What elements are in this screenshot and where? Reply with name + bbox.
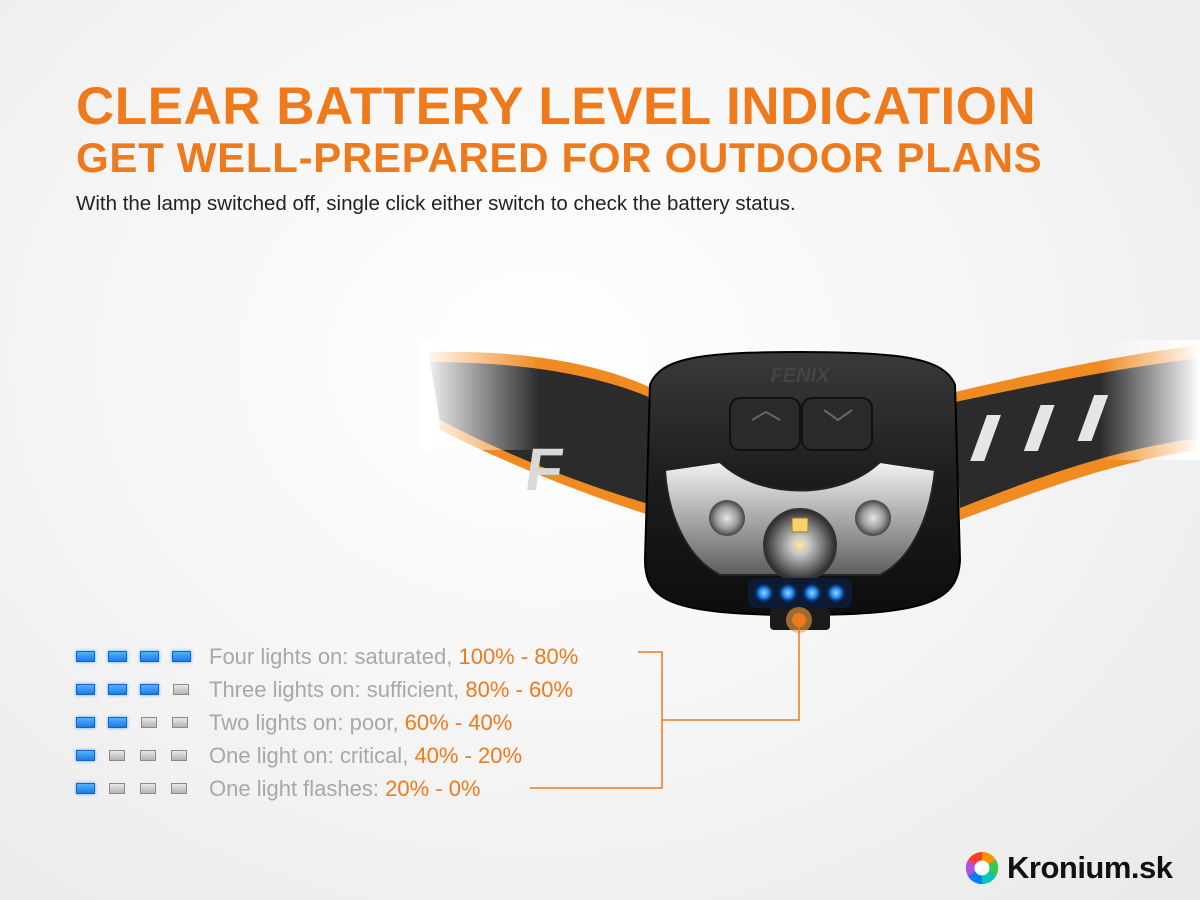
led-on-icon xyxy=(140,651,159,662)
led-off-icon xyxy=(109,783,125,794)
led-flashing-icon xyxy=(76,783,95,794)
led-on-icon xyxy=(108,684,127,695)
page-subtitle-heading: GET WELL-PREPARED FOR OUTDOOR PLANS xyxy=(76,134,1043,181)
led-on-icon xyxy=(76,684,95,695)
led-squares xyxy=(76,651,195,662)
legend-row: Three lights on: sufficient, 80% - 60% xyxy=(76,673,676,706)
legend-row: One light flashes: 20% - 0% xyxy=(76,772,676,805)
led-on-icon xyxy=(108,651,127,662)
led-off-icon xyxy=(140,783,156,794)
battery-indicator-leds xyxy=(754,583,846,603)
led-on-icon xyxy=(140,684,159,695)
headband-left: F xyxy=(420,340,665,520)
led-squares xyxy=(76,783,195,794)
led-squares xyxy=(76,750,195,761)
watermark: Kronium.sk xyxy=(965,848,1173,888)
legend-text: Two lights on: poor, 60% - 40% xyxy=(209,710,512,736)
led-squares xyxy=(76,717,195,728)
legend-row: Four lights on: saturated, 100% - 80% xyxy=(76,640,676,673)
led-on-icon xyxy=(76,750,95,761)
watermark-text: Kronium.sk xyxy=(1007,850,1173,885)
headband-right xyxy=(955,340,1200,520)
legend-row: One light on: critical, 40% - 20% xyxy=(76,739,676,772)
legend-range: 80% - 60% xyxy=(465,676,574,702)
legend-label: One light flashes: xyxy=(209,775,386,801)
led-off-icon xyxy=(171,783,187,794)
led-off-icon xyxy=(109,750,125,761)
mode-switch-left[interactable] xyxy=(729,397,801,451)
mode-switch-right[interactable] xyxy=(801,397,873,451)
red-light-lens xyxy=(709,500,745,536)
white-light-lens xyxy=(855,500,891,536)
legend-label: Two lights on: poor, xyxy=(209,709,405,735)
legend-text: Three lights on: sufficient, 80% - 60% xyxy=(209,677,573,703)
legend-text: One light on: critical, 40% - 20% xyxy=(209,743,522,769)
legend-label: Four lights on: saturated, xyxy=(209,643,459,669)
led-off-icon xyxy=(172,717,188,728)
indicator-callout xyxy=(530,607,812,789)
brand-mark: FENIX xyxy=(771,365,832,387)
led-on-icon xyxy=(108,717,127,728)
led-off-icon xyxy=(171,750,187,761)
led-on-icon xyxy=(172,651,191,662)
legend-text: Four lights on: saturated, 100% - 80% xyxy=(209,644,578,670)
led-off-icon xyxy=(140,750,156,761)
legend-row: Two lights on: poor, 60% - 40% xyxy=(76,706,676,739)
led-squares xyxy=(76,684,195,695)
legend-label: One light on: critical, xyxy=(209,742,415,768)
legend-label: Three lights on: sufficient, xyxy=(209,676,466,702)
page-title: CLEAR BATTERY LEVEL INDICATION xyxy=(76,77,1037,136)
legend-text: One light flashes: 20% - 0% xyxy=(209,776,481,802)
headlamp-body: FENIX xyxy=(643,350,962,630)
legend-range: 20% - 0% xyxy=(385,775,481,801)
color-wheel-icon xyxy=(965,851,999,885)
led-on-icon xyxy=(76,651,95,662)
led-on-icon xyxy=(76,717,95,728)
legend-range: 40% - 20% xyxy=(414,742,523,768)
legend-range: 100% - 80% xyxy=(458,643,579,669)
legend-range: 60% - 40% xyxy=(404,709,513,735)
led-off-icon xyxy=(173,684,189,695)
battery-legend: Four lights on: saturated, 100% - 80% Th… xyxy=(76,640,676,805)
instruction-text: With the lamp switched off, single click… xyxy=(76,192,796,215)
led-off-icon xyxy=(141,717,157,728)
